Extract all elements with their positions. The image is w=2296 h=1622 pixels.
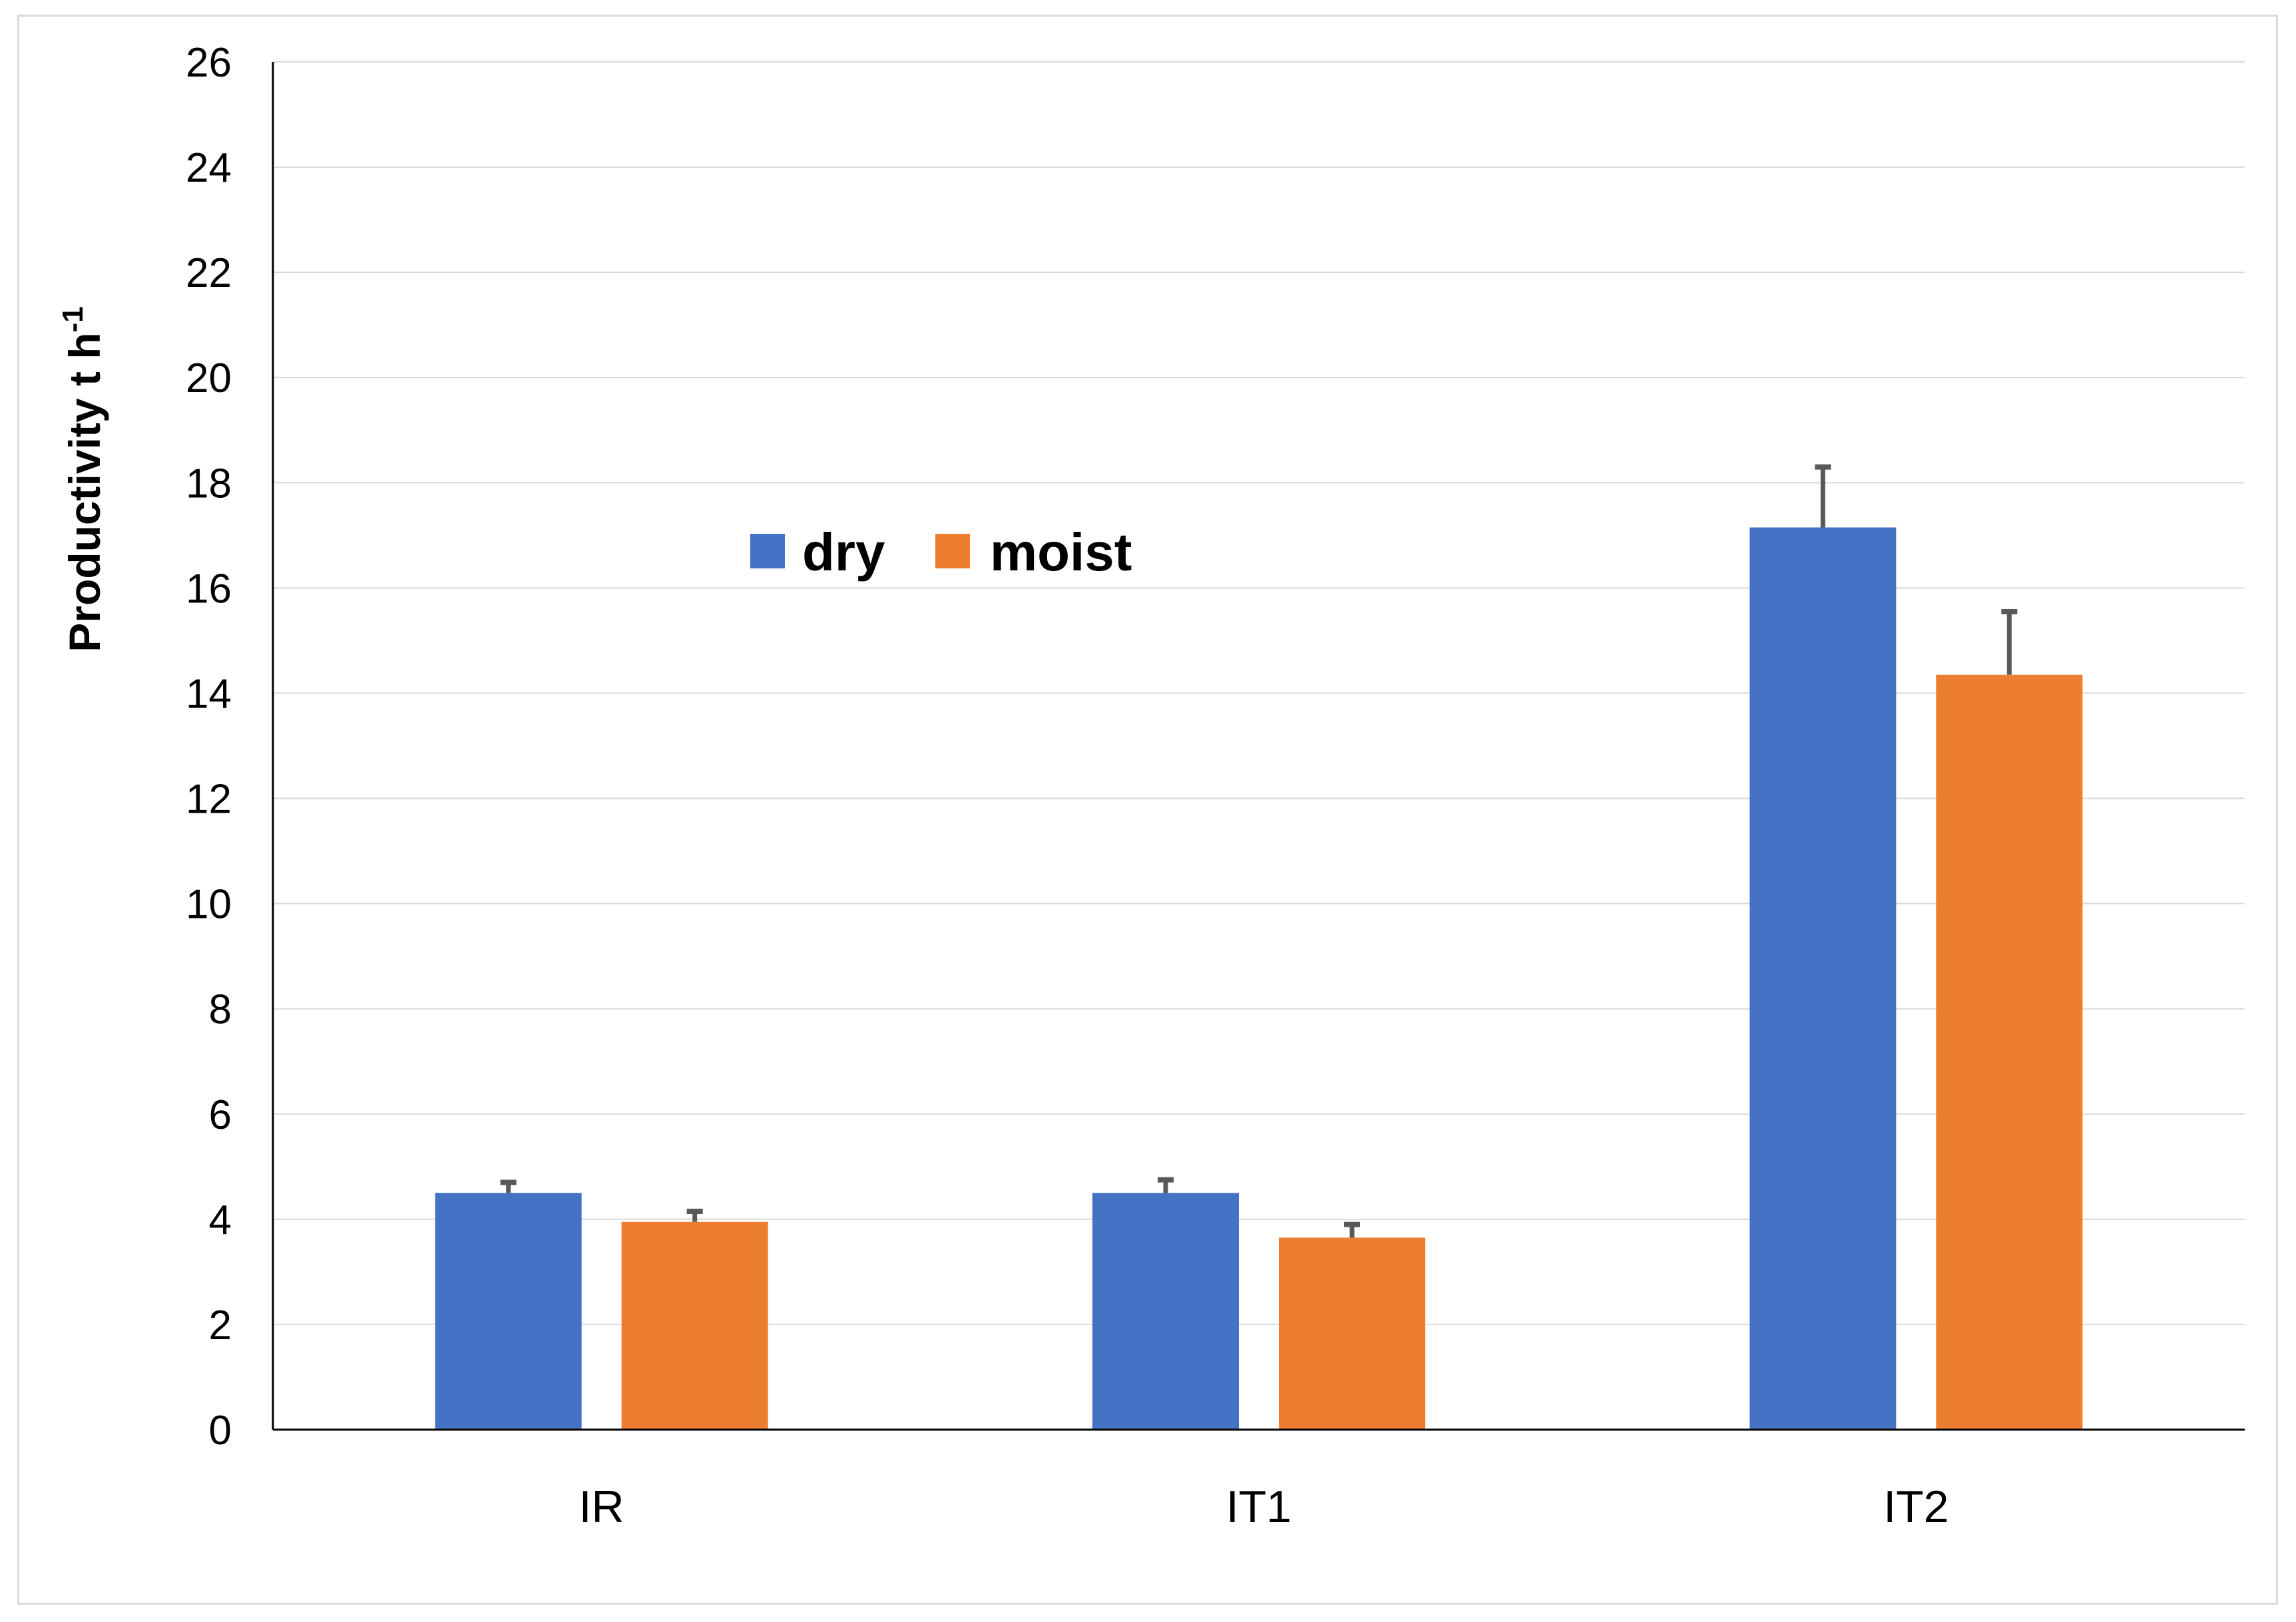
legend-swatch-dry: [750, 534, 785, 568]
x-tick-label-IT2: IT2: [1883, 1482, 1949, 1532]
bar-dry-IT2: [1749, 527, 1897, 1430]
error-bars: [500, 464, 2018, 1238]
bar-dry-IT1: [1092, 1193, 1239, 1430]
gridlines: [273, 61, 2245, 1325]
legend: dry moist: [750, 522, 1132, 582]
y-tick-label: 2: [209, 1303, 232, 1348]
y-axis-title-main: Productivity t h: [60, 332, 109, 652]
y-tick-label: 8: [209, 987, 232, 1033]
legend-swatch-moist: [935, 534, 970, 568]
legend-label-dry: dry: [802, 522, 885, 582]
axes: [272, 62, 2245, 1431]
y-tick-label: 16: [186, 566, 232, 612]
y-tick-label: 24: [186, 145, 232, 191]
bar-moist-IR: [621, 1221, 768, 1430]
bar-dry-IR: [435, 1193, 582, 1430]
y-axis-title-superscript: -1: [57, 306, 89, 332]
y-tick-label: 0: [209, 1408, 232, 1454]
y-tick-label: 4: [209, 1197, 232, 1243]
x-tick-labels: IR IT1 IT2: [579, 1482, 1949, 1532]
y-tick-label: 6: [209, 1092, 232, 1138]
y-axis-title: Productivity t h-1: [57, 306, 109, 652]
x-tick-label-IR: IR: [579, 1482, 624, 1532]
bars: [435, 527, 2083, 1430]
y-tick-label: 18: [186, 461, 232, 507]
y-tick-label: 22: [186, 250, 232, 296]
bar-moist-IT1: [1279, 1237, 1425, 1430]
y-tick-label: 20: [186, 355, 232, 401]
bar-moist-IT2: [1936, 674, 2083, 1430]
y-tick-label: 10: [186, 882, 232, 928]
y-tick-label: 14: [186, 671, 232, 717]
x-tick-label-IT1: IT1: [1226, 1482, 1291, 1532]
y-tick-label: 26: [186, 40, 232, 86]
y-tick-label: 12: [186, 777, 232, 823]
legend-label-moist: moist: [990, 522, 1132, 582]
